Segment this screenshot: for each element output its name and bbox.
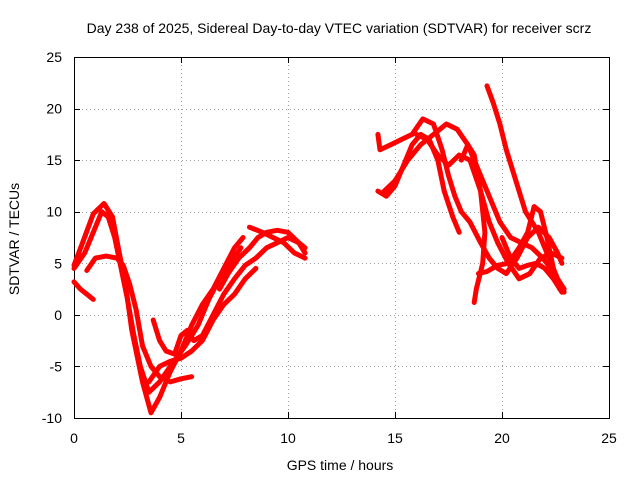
x-axis-label: GPS time / hours xyxy=(287,457,394,473)
series-satellite-13 xyxy=(458,142,488,305)
series-satellite-8 xyxy=(247,224,308,261)
series-satellite-15 xyxy=(476,204,567,295)
y-tick-label: 20 xyxy=(46,101,62,117)
x-tick-label: 10 xyxy=(280,430,296,446)
y-tick-label: -5 xyxy=(50,358,63,374)
x-tick-label: 0 xyxy=(70,430,78,446)
y-tick-label: -10 xyxy=(42,410,62,426)
y-tick-label: 5 xyxy=(54,255,62,271)
series-satellite-2 xyxy=(71,209,244,395)
series-satellite-5 xyxy=(146,265,259,385)
series-satellite-11 xyxy=(381,121,567,292)
plot-frame xyxy=(74,57,610,419)
x-tick-label: 5 xyxy=(177,430,185,446)
y-tick-label: 10 xyxy=(46,204,62,220)
series-satellite-3 xyxy=(71,279,96,302)
x-tick-label: 25 xyxy=(601,430,617,446)
y-tick-label: 25 xyxy=(46,49,62,65)
series-satellite-9 xyxy=(375,116,565,277)
y-tick-label: 0 xyxy=(54,307,62,323)
y-axis-label: SDTVAR / TECUs xyxy=(6,183,22,295)
series-satellite-4 xyxy=(84,253,195,385)
axis-ticks: 0 5 10 15 20 25 -10 -5 0 5 10 15 20 25 xyxy=(42,49,617,446)
x-tick-label: 15 xyxy=(387,430,403,446)
series-layer xyxy=(71,83,567,416)
y-tick-label: 15 xyxy=(46,152,62,168)
chart-title: Day 238 of 2025, Sidereal Day-to-day VTE… xyxy=(87,20,592,36)
series-satellite-16 xyxy=(499,235,565,295)
x-tick-label: 20 xyxy=(494,430,510,446)
